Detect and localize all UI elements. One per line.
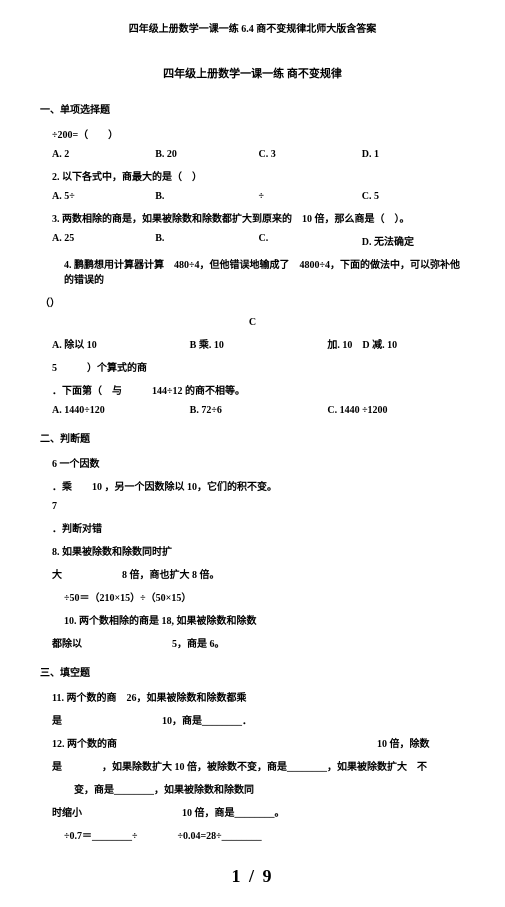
q3-opt-b: B.: [155, 233, 258, 248]
q13-line: ÷0.7＝________÷ ÷0.04=28÷________: [64, 827, 465, 842]
q2-options: A. 5÷ B. ÷ C. 5: [52, 191, 465, 202]
q10-line1: 10. 两个数相除的商是 18, 如果被除数和除数: [64, 612, 465, 627]
q11-line1: 11. 两个数的商 26，如果被除数和除数都乘: [52, 689, 465, 704]
q4-line1: 4. 鹏鹏想用计算器计算 480÷4，但他错误地输成了 4800÷4，下面的做法…: [64, 256, 465, 286]
q2-opt-b: B.: [155, 191, 258, 202]
q3-opt-d: D. 无法确定: [362, 233, 465, 248]
q7-line2: ．判断对错: [52, 520, 465, 535]
q4-center: C: [40, 317, 465, 328]
q11-line2: 是 10，商是________．: [52, 712, 465, 727]
q8-line2: 大 8 倍，商也扩大 8 倍。: [52, 566, 465, 581]
q6-line2: ．乘 10 ，另一个因数除以 10，它们的积不变。: [52, 478, 465, 493]
section-1-heading: 一、单项选择题: [40, 101, 465, 116]
q9-line: ÷50＝（210×15）÷（50×15）: [64, 589, 465, 604]
q12-line4: 时缩小 10 倍，商是________。: [52, 804, 465, 819]
q3-opt-c: C.: [259, 233, 362, 248]
q4-options: A. 除以 10 B 乘. 10 加. 10 D 减. 10: [52, 336, 465, 351]
page-subtitle: 四年级上册数学一课一练 商不变规律: [40, 65, 465, 81]
q4-opt-c: 加. 10 D 减. 10: [327, 336, 465, 351]
q3-opt-a: A. 25: [52, 233, 155, 248]
q2-opt-a: A. 5÷: [52, 191, 155, 202]
section-3-heading: 三、填空题: [40, 664, 465, 679]
q4-opt-a: A. 除以 10: [52, 336, 190, 351]
section-2-heading: 二、判断题: [40, 430, 465, 445]
q12-line1: 12. 两个数的商 10 倍，除数: [52, 735, 465, 750]
q5-opt-a: A. 1440÷120: [52, 405, 190, 416]
q1-opt-a: A. 2: [52, 149, 155, 160]
q2-opt-c: ÷: [259, 191, 362, 202]
q12-line2: 是 ，如果除数扩大 10 倍，被除数不变，商是________，如果被除数扩大 …: [52, 758, 465, 773]
q7-line1: 7: [52, 501, 465, 512]
page-header: 四年级上册数学一课一练 6.4 商不变规律北师大版含答案: [40, 20, 465, 35]
q12-line3: 变，商是________，如果被除数和除数同: [64, 781, 465, 796]
page-footer: 1 / 9: [40, 866, 465, 887]
q2-stem: 2. 以下各式中，商最大的是（ ）: [52, 168, 465, 183]
q4-line2: （）: [40, 294, 465, 309]
q5-line2: ．下面第（ 与 144÷12 的商不相等。: [52, 382, 465, 397]
q5-opt-c: C. 1440 ÷1200: [327, 405, 465, 416]
q4-opt-b: B 乘. 10: [190, 336, 328, 351]
q8-line1: 8. 如果被除数和除数同时扩: [52, 543, 465, 558]
q1-options: A. 2 B. 20 C. 3 D. 1: [52, 149, 465, 160]
q10-line2: 都除以 5，商是 6。: [52, 635, 465, 650]
q1-opt-b: B. 20: [155, 149, 258, 160]
q1-opt-d: D. 1: [362, 149, 465, 160]
q3-options: A. 25 B. C. D. 无法确定: [52, 233, 465, 248]
q1-opt-c: C. 3: [259, 149, 362, 160]
q5-options: A. 1440÷120 B. 72÷6 C. 1440 ÷1200: [52, 405, 465, 416]
q6-line1: 6 一个因数: [52, 455, 465, 470]
q3-stem: 3. 两数相除的商是，如果被除数和除数都扩大到原来的 10 倍，那么商是（ ）。: [52, 210, 465, 225]
q5-line1: 5 ）个算式的商: [52, 359, 465, 374]
q5-opt-b: B. 72÷6: [190, 405, 328, 416]
q1-stem: ÷200=（ ）: [52, 126, 465, 141]
q2-opt-d: C. 5: [362, 191, 465, 202]
